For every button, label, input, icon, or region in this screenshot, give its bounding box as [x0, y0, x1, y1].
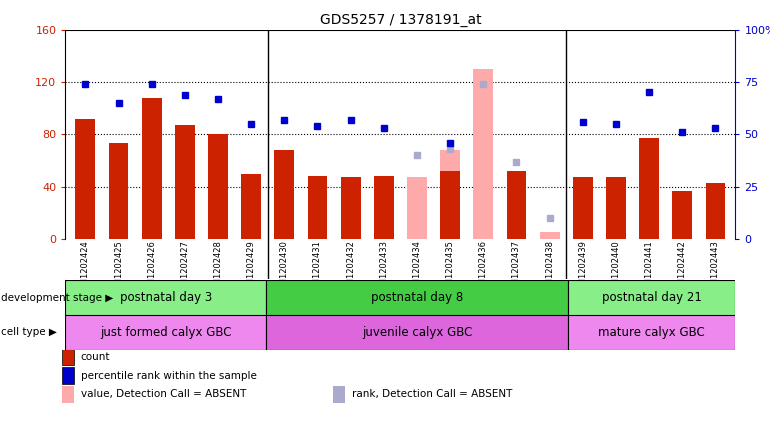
Bar — [705, 183, 725, 239]
Text: GSM1202433: GSM1202433 — [380, 240, 388, 296]
Bar — [307, 176, 327, 239]
Bar — [65, 315, 266, 350]
Text: GSM1202441: GSM1202441 — [644, 240, 654, 296]
Bar — [573, 178, 593, 239]
Text: GSM1202436: GSM1202436 — [479, 240, 488, 296]
Text: percentile rank within the sample: percentile rank within the sample — [81, 371, 256, 381]
Text: GSM1202437: GSM1202437 — [512, 240, 521, 296]
Text: development stage ▶: development stage ▶ — [1, 293, 113, 303]
Bar — [109, 143, 129, 239]
Text: value, Detection Call = ABSENT: value, Detection Call = ABSENT — [81, 389, 246, 399]
Text: GSM1202428: GSM1202428 — [213, 240, 223, 296]
Bar — [333, 386, 345, 403]
Bar — [274, 150, 294, 239]
Text: GSM1202425: GSM1202425 — [114, 240, 123, 296]
Bar — [440, 171, 460, 239]
Text: rank, Detection Call = ABSENT: rank, Detection Call = ABSENT — [352, 389, 512, 399]
Bar — [440, 150, 460, 239]
Bar — [568, 280, 735, 315]
Bar — [639, 138, 659, 239]
Bar — [62, 349, 74, 365]
Title: GDS5257 / 1378191_at: GDS5257 / 1378191_at — [320, 13, 481, 27]
Bar — [208, 135, 228, 239]
Text: just formed calyx GBC: just formed calyx GBC — [100, 326, 232, 339]
Bar — [142, 98, 162, 239]
Bar — [568, 315, 735, 350]
Bar — [672, 191, 692, 239]
Text: GSM1202440: GSM1202440 — [611, 240, 621, 296]
Text: cell type ▶: cell type ▶ — [1, 327, 57, 338]
Bar — [507, 171, 527, 239]
Text: postnatal day 8: postnatal day 8 — [371, 291, 464, 304]
Bar — [62, 368, 74, 384]
Bar — [374, 176, 393, 239]
Text: mature calyx GBC: mature calyx GBC — [598, 326, 705, 339]
Bar — [540, 233, 560, 239]
Bar — [407, 178, 427, 239]
Text: GSM1202442: GSM1202442 — [678, 240, 687, 296]
Text: GSM1202438: GSM1202438 — [545, 240, 554, 296]
Text: GSM1202431: GSM1202431 — [313, 240, 322, 296]
Text: GSM1202430: GSM1202430 — [280, 240, 289, 296]
Text: GSM1202432: GSM1202432 — [346, 240, 355, 296]
Text: GSM1202426: GSM1202426 — [147, 240, 156, 296]
Bar — [266, 280, 568, 315]
Bar — [474, 69, 494, 239]
Bar — [241, 173, 261, 239]
Text: juvenile calyx GBC: juvenile calyx GBC — [362, 326, 472, 339]
Bar — [75, 118, 95, 239]
Bar — [606, 178, 626, 239]
Bar — [340, 178, 360, 239]
Bar — [266, 315, 568, 350]
Text: GSM1202429: GSM1202429 — [246, 240, 256, 296]
Bar — [62, 386, 74, 403]
Bar — [175, 125, 195, 239]
Text: GSM1202427: GSM1202427 — [180, 240, 189, 296]
Text: GSM1202439: GSM1202439 — [578, 240, 588, 296]
Text: GSM1202424: GSM1202424 — [81, 240, 90, 296]
Text: GSM1202435: GSM1202435 — [446, 240, 454, 296]
Text: postnatal day 3: postnatal day 3 — [120, 291, 212, 304]
Text: GSM1202434: GSM1202434 — [413, 240, 421, 296]
Text: GSM1202443: GSM1202443 — [711, 240, 720, 296]
Text: count: count — [81, 352, 110, 362]
Bar — [65, 280, 266, 315]
Text: postnatal day 21: postnatal day 21 — [601, 291, 701, 304]
